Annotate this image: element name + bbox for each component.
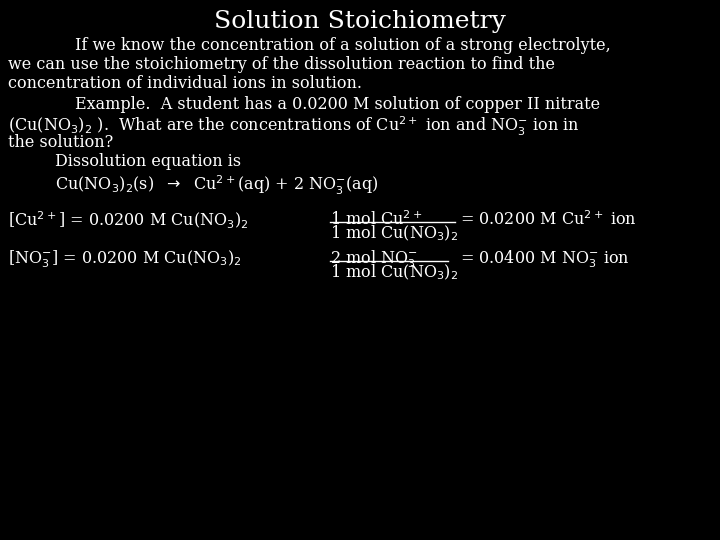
Text: Example.  A student has a 0.0200 M solution of copper II nitrate: Example. A student has a 0.0200 M soluti… xyxy=(75,96,600,113)
Text: concentration of individual ions in solution.: concentration of individual ions in solu… xyxy=(8,75,362,92)
Text: If we know the concentration of a solution of a strong electrolyte,: If we know the concentration of a soluti… xyxy=(75,37,611,54)
Text: [Cu$^{2+}$] = 0.0200 M Cu(NO$_3$)$_2$: [Cu$^{2+}$] = 0.0200 M Cu(NO$_3$)$_2$ xyxy=(8,210,248,231)
Text: = 0.0200 M Cu$^{2+}$ ion: = 0.0200 M Cu$^{2+}$ ion xyxy=(460,210,636,229)
Text: 1 mol Cu(NO$_3$)$_2$: 1 mol Cu(NO$_3$)$_2$ xyxy=(330,263,459,282)
Text: the solution?: the solution? xyxy=(8,134,113,151)
Text: Solution Stoichiometry: Solution Stoichiometry xyxy=(214,10,506,33)
Text: = 0.0400 M NO$_3^{-}$ ion: = 0.0400 M NO$_3^{-}$ ion xyxy=(460,249,630,271)
Text: 1 mol Cu(NO$_3$)$_2$: 1 mol Cu(NO$_3$)$_2$ xyxy=(330,224,459,244)
Text: we can use the stoichiometry of the dissolution reaction to find the: we can use the stoichiometry of the diss… xyxy=(8,56,555,73)
Text: 2 mol NO$_3^{-}$: 2 mol NO$_3^{-}$ xyxy=(330,249,418,271)
Text: [NO$_3^{-}$] = 0.0200 M Cu(NO$_3$)$_2$: [NO$_3^{-}$] = 0.0200 M Cu(NO$_3$)$_2$ xyxy=(8,249,242,271)
Text: Cu(NO$_3$)$_2$(s)  $\rightarrow$  Cu$^{2+}$(aq) + 2 NO$_3^{-}$(aq): Cu(NO$_3$)$_2$(s) $\rightarrow$ Cu$^{2+}… xyxy=(55,174,379,197)
Text: 1 mol Cu$^{2+}$: 1 mol Cu$^{2+}$ xyxy=(330,210,423,229)
Text: Dissolution equation is: Dissolution equation is xyxy=(55,153,241,170)
Text: (Cu(NO$_3$)$_2$ ).  What are the concentrations of Cu$^{2+}$ ion and NO$_3^{-}$ : (Cu(NO$_3$)$_2$ ). What are the concentr… xyxy=(8,115,580,138)
